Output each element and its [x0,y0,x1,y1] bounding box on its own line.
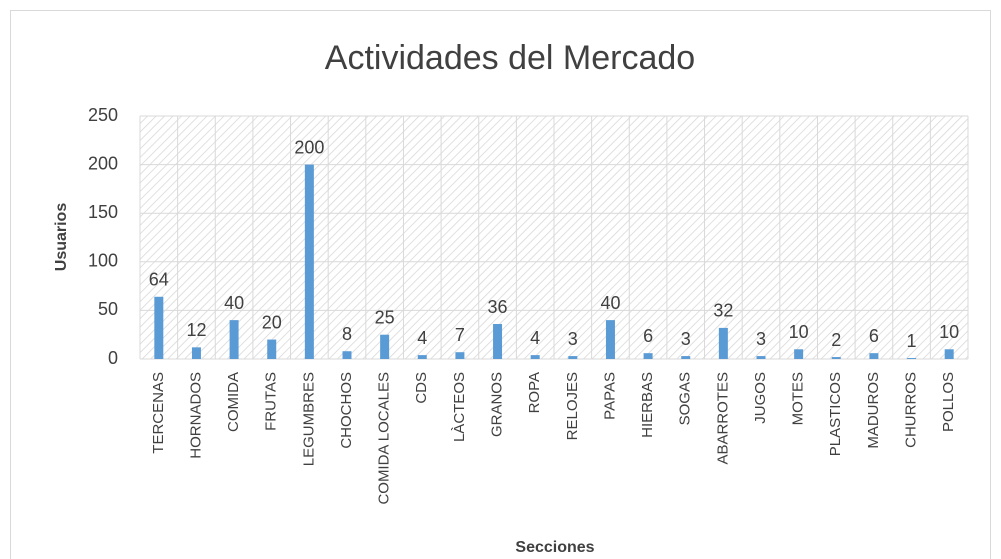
data-label: 25 [375,307,395,327]
y-tick-label: 250 [88,105,118,125]
data-label: 200 [294,137,324,157]
bar [154,296,164,359]
bar [568,356,578,359]
bar [756,356,766,359]
data-label: 32 [713,301,733,321]
bar [380,334,390,359]
x-tick-label: TERCENAS [150,372,167,454]
x-tick-label: HIERBAS [639,372,656,438]
bar [794,349,804,359]
data-label: 20 [262,312,282,332]
data-label: 40 [224,293,244,313]
x-tick-label: JUGOS [752,372,769,424]
data-label: 10 [939,322,959,342]
bar [643,353,653,359]
data-label: 64 [149,270,169,290]
data-label: 36 [488,297,508,317]
x-tick-label: SOGAS [677,372,694,425]
x-tick-label: MADUROS [865,372,882,449]
bar [530,355,540,359]
chart-title: Actividades del Mercado [325,39,695,77]
x-tick-label: COMIDA [225,372,242,432]
data-label: 4 [530,328,540,348]
bar [417,355,427,359]
bar [681,356,691,359]
y-tick-label: 150 [88,202,118,222]
bar [267,339,277,359]
x-tick-label: MOTES [790,372,807,425]
x-tick-label: RELOJES [564,372,581,440]
bar [718,327,728,359]
x-tick-label: CDS [413,372,430,404]
bar [605,320,615,359]
x-tick-label: GRANOS [489,372,506,437]
data-label: 3 [568,329,578,349]
bar [493,324,503,359]
x-tick-label: FRUTAS [263,372,280,431]
bar [907,358,917,359]
data-label: 7 [455,325,465,345]
bar [831,357,841,359]
data-label: 2 [831,330,841,350]
x-axis-label: Secciones [515,539,594,556]
bar [229,320,239,359]
bar [304,164,314,359]
x-tick-label: ROPA [526,372,543,413]
x-tick-label: LÀCTEOS [451,372,468,442]
x-tick-label: PAPAS [601,372,618,420]
x-tick-label: CHURROS [903,372,920,448]
bar [944,349,954,359]
x-tick-label: PLASTICOS [827,372,844,456]
bar [342,351,352,359]
bar [455,352,465,359]
data-label: 3 [756,329,766,349]
x-tick-label: COMIDA LOCALES [376,372,393,505]
y-axis-label: Usuarios [53,203,70,272]
data-label: 40 [600,293,620,313]
bar [191,347,201,359]
y-tick-label: 0 [108,348,118,368]
data-label: 4 [417,328,427,348]
data-label: 12 [186,320,206,340]
bar [869,353,879,359]
y-tick-label: 50 [98,299,118,319]
data-label: 3 [681,329,691,349]
x-tick-label: LEGUMBRES [300,372,317,466]
data-label: 6 [643,326,653,346]
x-tick-label: POLLOS [940,372,957,432]
x-tick-label: ABARROTES [714,372,731,465]
data-label: 10 [789,322,809,342]
x-tick-label: HORNADOS [187,372,204,459]
data-label: 1 [907,331,917,351]
data-label: 6 [869,326,879,346]
data-label: 8 [342,324,352,344]
y-tick-label: 200 [88,153,118,173]
y-tick-label: 100 [88,251,118,271]
x-tick-label: CHOCHOS [338,372,355,449]
